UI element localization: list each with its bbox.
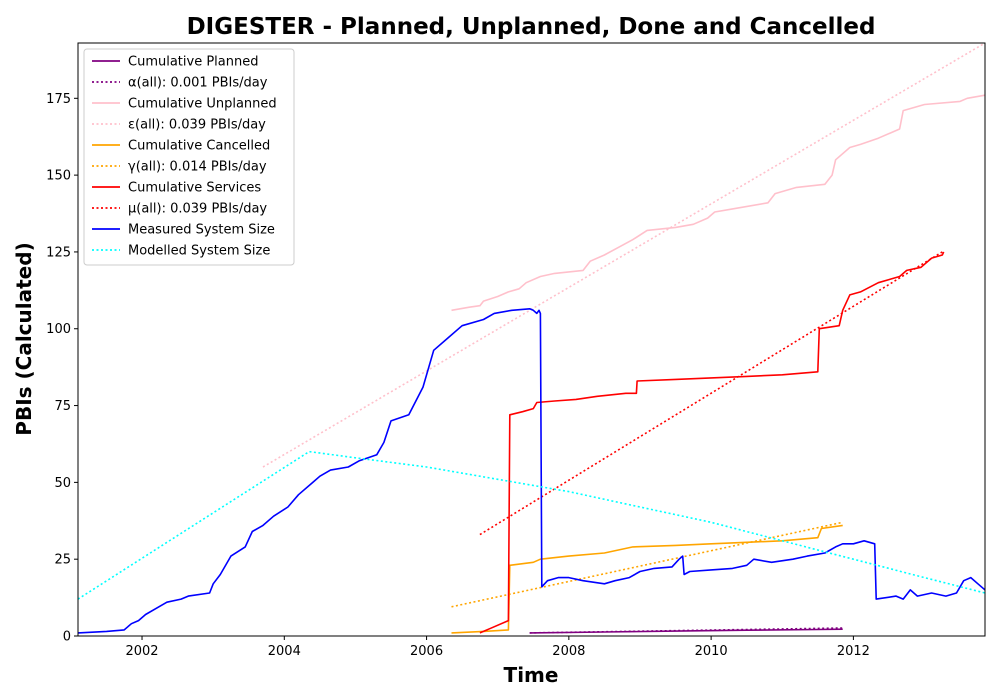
x-tick-label: 2004	[268, 644, 301, 659]
y-tick-label: 125	[46, 245, 71, 260]
y-tick-label: 175	[46, 92, 71, 107]
legend-entry-all-0-014-pbis-day: γ(all): 0.014 PBIs/day	[128, 160, 267, 175]
legend-entry-cumulative-unplanned: Cumulative Unplanned	[128, 97, 277, 112]
legend-entry-cumulative-planned: Cumulative Planned	[128, 55, 258, 70]
x-tick-label: 2008	[552, 644, 585, 659]
series-line-all-0-039-pbis-day	[479, 251, 943, 536]
series-line-all-0-039-pbis-day	[262, 43, 985, 468]
series-line-all-0-014-pbis-day	[451, 521, 843, 608]
x-axis-label: Time	[504, 663, 559, 687]
y-axis-label: PBIs (Calculated)	[12, 242, 36, 435]
legend-entry-measured-system-size: Measured System Size	[128, 223, 275, 238]
y-tick-label: 50	[54, 476, 71, 491]
y-tick-label: 25	[54, 553, 71, 568]
legend-entry-all-0-039-pbis-day: ε(all): 0.039 PBIs/day	[128, 118, 266, 133]
x-tick-label: 2006	[410, 644, 443, 659]
legend-entry-all-0-001-pbis-day: α(all): 0.001 PBIs/day	[128, 76, 268, 91]
legend-box	[83, 48, 295, 266]
legend-entry-all-0-039-pbis-day: μ(all): 0.039 PBIs/day	[128, 202, 267, 217]
x-tick-label: 2010	[695, 644, 728, 659]
x-tick-label: 2012	[837, 644, 870, 659]
series-line-cumulative-services	[479, 251, 945, 634]
plot-area	[78, 43, 985, 634]
plot-frame	[77, 42, 986, 637]
legend: Cumulative Planned α(all): 0.001 PBIs/day…	[83, 48, 295, 266]
y-tick-label: 75	[54, 399, 71, 414]
x-tick-label: 2002	[125, 644, 158, 659]
legend-entry-cumulative-cancelled: Cumulative Cancelled	[128, 139, 270, 154]
series-line-measured-system-size	[78, 308, 985, 634]
legend-entry-modelled-system-size: Modelled System Size	[128, 244, 270, 259]
y-tick-label: 0	[63, 630, 71, 645]
y-tick-label: 100	[46, 322, 71, 337]
series-line-modelled-system-size	[78, 450, 985, 600]
axes: 2002 2004 2006 2008 2010 2012 0 25 50 75 100 125 150…	[46, 42, 986, 659]
y-tick-label: 150	[46, 169, 71, 184]
legend-entry-cumulative-services: Cumulative Services	[128, 181, 261, 196]
series-line-cumulative-unplanned	[451, 94, 985, 312]
chart-title: DIGESTER - Planned, Unplanned, Done and …	[187, 14, 876, 40]
